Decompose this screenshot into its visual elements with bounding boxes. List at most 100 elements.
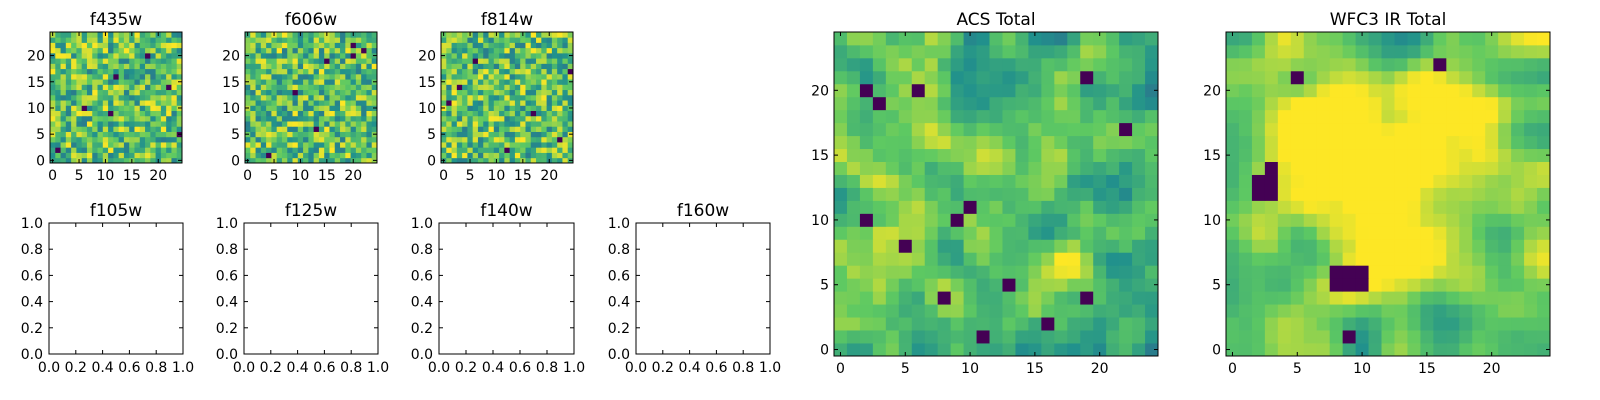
- heatmap-cell: [514, 94, 521, 101]
- heatmap-cell: [324, 152, 330, 159]
- heatmap-cell: [303, 37, 309, 43]
- heatmap-cell: [1433, 213, 1447, 227]
- x-tick-label: 10: [292, 168, 310, 184]
- heatmap-cell: [308, 131, 315, 138]
- heatmap-cell: [134, 126, 141, 132]
- heatmap-cell: [102, 110, 109, 117]
- heatmap-cell: [898, 70, 913, 85]
- heatmap-cell: [530, 115, 537, 122]
- heatmap-cell: [139, 126, 146, 132]
- heatmap-cell: [1054, 187, 1068, 201]
- heatmap-cell: [1381, 32, 1395, 46]
- heatmap-cell: [1226, 174, 1240, 188]
- heatmap-cell: [250, 47, 256, 54]
- heatmap-cell: [504, 136, 511, 143]
- heatmap-cell: [846, 343, 861, 357]
- heatmap-cell: [324, 58, 330, 64]
- heatmap-cell: [1080, 304, 1094, 318]
- heatmap-cell: [176, 68, 183, 75]
- heatmap-cell: [1329, 278, 1344, 292]
- heatmap-cell: [71, 63, 77, 70]
- heatmap-cell: [86, 136, 93, 143]
- heatmap-cell: [509, 100, 516, 106]
- heatmap-cell: [462, 73, 468, 80]
- heatmap-cell: [334, 42, 341, 49]
- heatmap-cell: [118, 68, 125, 75]
- heatmap-cell: [176, 147, 183, 153]
- heatmap-cell: [118, 147, 125, 153]
- heatmap-cell: [287, 68, 293, 75]
- heatmap-cell: [350, 37, 357, 43]
- heatmap-cell: [76, 68, 83, 75]
- heatmap-cell: [1041, 304, 1055, 318]
- axes-frame: [438, 222, 575, 355]
- heatmap-cell: [171, 115, 178, 122]
- heatmap-cell: [297, 52, 304, 59]
- heatmap-cell: [885, 252, 900, 266]
- heatmap-cell: [1303, 187, 1318, 201]
- heatmap-cell: [371, 110, 378, 117]
- heatmap-cell: [1329, 343, 1344, 357]
- heatmap-cell: [1264, 109, 1279, 124]
- y-tick-label: 0.2: [411, 321, 433, 337]
- heatmap-cell: [371, 136, 378, 143]
- heatmap-cell: [541, 131, 547, 138]
- heatmap-cell: [1342, 174, 1356, 188]
- heatmap-cell: [245, 63, 251, 70]
- heatmap-cell: [1277, 291, 1292, 305]
- heatmap-cell: [134, 58, 141, 64]
- heatmap-cell: [898, 109, 913, 124]
- heatmap-cell: [313, 115, 320, 122]
- heatmap-cell: [1446, 213, 1460, 227]
- heatmap-cell: [71, 89, 77, 96]
- heatmap-cell: [872, 109, 887, 124]
- heatmap-cell: [1238, 96, 1253, 111]
- heatmap-cell: [166, 32, 172, 38]
- heatmap-cell: [446, 47, 452, 54]
- heatmap-cell: [963, 213, 977, 227]
- heatmap-cell: [477, 126, 484, 132]
- heatmap-cell: [1119, 213, 1133, 227]
- heatmap-cell: [1524, 317, 1538, 331]
- heatmap-cell: [1316, 330, 1331, 344]
- heatmap-cell: [313, 131, 320, 138]
- heatmap-cell: [102, 126, 109, 132]
- heatmap-cell: [1472, 265, 1486, 279]
- heatmap-cell: [1041, 148, 1055, 162]
- heatmap-cell: [340, 58, 346, 64]
- heatmap-cell: [541, 68, 547, 75]
- heatmap-cell: [1015, 330, 1029, 344]
- heatmap-cell: [139, 52, 146, 59]
- heatmap-cell: [1381, 161, 1395, 175]
- heatmap-cell: [171, 157, 178, 164]
- heatmap-cell: [937, 57, 952, 72]
- heatmap-cell: [1368, 122, 1382, 137]
- heatmap-cell: [562, 131, 569, 138]
- heatmap-cell: [102, 115, 109, 122]
- heatmap-cell: [55, 147, 61, 153]
- heatmap-cell: [71, 110, 77, 117]
- heatmap-cell: [1145, 343, 1159, 357]
- heatmap-cell: [1394, 226, 1408, 240]
- heatmap-cell: [1446, 278, 1460, 292]
- heatmap-cell: [371, 47, 378, 54]
- heatmap-cell: [1093, 278, 1107, 292]
- heatmap-cell: [1524, 213, 1538, 227]
- heatmap-cell: [1251, 32, 1266, 46]
- heatmap-cell: [1002, 96, 1016, 111]
- heatmap-cell: [1472, 70, 1486, 85]
- heatmap-cell: [50, 115, 56, 122]
- heatmap-cell: [366, 47, 373, 54]
- heatmap-cell: [297, 142, 304, 148]
- heatmap-cell: [911, 265, 926, 279]
- heatmap-cell: [1368, 330, 1382, 344]
- heatmap-cell: [1226, 187, 1240, 201]
- heatmap-cell: [872, 57, 887, 72]
- heatmap-cell: [313, 89, 320, 96]
- heatmap-cell: [371, 152, 378, 159]
- heatmap-cell: [924, 148, 939, 162]
- axes-frame: [48, 222, 184, 355]
- panel-title: f125w: [285, 201, 337, 221]
- heatmap-cell: [155, 37, 162, 43]
- heatmap-cell: [1145, 330, 1159, 344]
